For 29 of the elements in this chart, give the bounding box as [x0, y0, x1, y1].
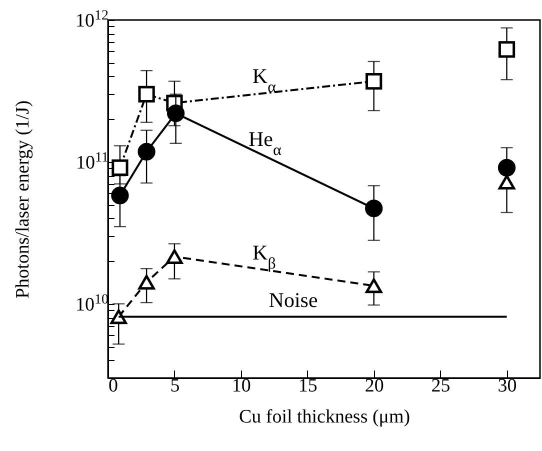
point [111, 186, 129, 204]
point [498, 41, 516, 58]
point [110, 309, 127, 324]
point [365, 200, 383, 218]
point [498, 174, 516, 190]
x-tick-label: 10 [232, 376, 251, 396]
x-tick-label: 15 [298, 376, 318, 396]
point [366, 278, 382, 294]
point [366, 72, 382, 90]
point [138, 86, 155, 103]
series-label: He$_{α}$ [248, 127, 282, 159]
y-tick-label: 10$^{12}$ [76, 8, 108, 32]
series-label: K$_{α}$ [252, 64, 277, 96]
x-tick-label: 20 [364, 376, 384, 396]
point [166, 104, 185, 122]
series-label: K$_{β}$ [252, 240, 276, 272]
point [166, 249, 183, 264]
point [498, 158, 516, 177]
x-tick-label: 0 [108, 376, 118, 396]
point [138, 142, 156, 161]
x-tick-label: 5 [170, 376, 180, 396]
y-tick-label: 10$^{11}$ [76, 150, 108, 174]
x-tick-label: 25 [431, 376, 450, 396]
x-tick-label: 30 [498, 376, 517, 396]
y-axis-title: Photons/laser energy (1/J) [12, 100, 34, 299]
x-axis-title: Cu foil thickness (μm) [238, 406, 410, 428]
series-label: Noise [268, 288, 318, 312]
point [138, 274, 155, 290]
point [112, 159, 128, 176]
